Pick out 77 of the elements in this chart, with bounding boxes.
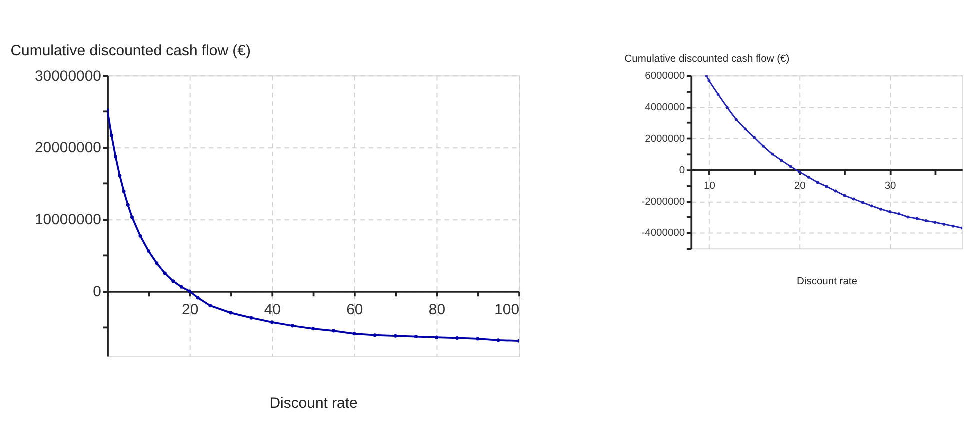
point — [435, 336, 439, 340]
point — [734, 118, 738, 122]
y-tick-label: -4000000 — [642, 228, 686, 240]
point — [373, 334, 377, 338]
point — [807, 176, 810, 179]
point — [934, 221, 937, 224]
point — [138, 234, 142, 238]
point — [880, 208, 882, 211]
point — [852, 198, 856, 201]
point — [163, 272, 167, 276]
point — [208, 304, 212, 308]
point — [229, 311, 233, 315]
x-axis-title: Discount rate — [797, 276, 858, 288]
point — [290, 324, 294, 328]
point — [861, 201, 864, 204]
y-tick-label: 6000000 — [645, 70, 686, 82]
y-tick-label: 30000000 — [34, 68, 102, 85]
point — [456, 336, 460, 340]
point — [114, 155, 118, 159]
y-tick-label: 4000000 — [645, 102, 686, 114]
y-tick-label: 0 — [93, 284, 102, 301]
point — [250, 316, 254, 320]
point — [906, 216, 910, 219]
point — [726, 106, 729, 110]
point — [352, 332, 356, 336]
point — [130, 216, 134, 220]
point — [476, 337, 480, 341]
y-axis-title: Cumulative discounted cash flow (€) — [624, 54, 790, 65]
x-tick-label: 60 — [346, 301, 364, 318]
point — [716, 93, 720, 96]
x-tick-label: 10 — [704, 181, 716, 192]
point — [180, 285, 184, 289]
point — [898, 212, 901, 216]
point — [843, 194, 846, 198]
x-tick-label: 100 — [494, 301, 520, 318]
x-axis-title: Discount rate — [270, 394, 358, 412]
y-tick-label: 10000000 — [34, 212, 102, 229]
point — [196, 296, 200, 300]
point — [744, 128, 747, 131]
point — [834, 190, 838, 193]
y-tick-label: 20000000 — [34, 140, 102, 157]
y-axis-title: Cumulative discounted cash flow (€) — [10, 42, 251, 60]
point — [122, 190, 126, 194]
point — [924, 220, 928, 222]
point — [332, 329, 336, 333]
point — [952, 224, 955, 228]
x-tick-label: 20 — [182, 301, 199, 318]
point — [270, 320, 274, 324]
y-tick-label: 2000000 — [645, 134, 686, 145]
point — [110, 134, 114, 138]
point — [118, 174, 122, 178]
point — [816, 181, 820, 184]
point — [870, 204, 874, 208]
point — [146, 249, 150, 253]
y-tick-label: 0 — [679, 165, 686, 176]
point — [942, 222, 946, 226]
point — [708, 80, 711, 82]
point — [126, 203, 130, 207]
line-series — [705, 76, 962, 230]
x-tick-label: 40 — [264, 301, 281, 318]
point — [789, 165, 792, 168]
point — [172, 280, 176, 284]
point — [916, 217, 919, 220]
point — [496, 338, 500, 342]
point — [414, 335, 418, 339]
x-tick-label: 20 — [794, 181, 806, 192]
x-tick-label: 80 — [428, 301, 446, 318]
point — [394, 334, 398, 338]
y-tick-label: -2000000 — [642, 196, 686, 208]
point — [312, 327, 316, 331]
point — [752, 136, 756, 140]
point — [155, 262, 159, 266]
point — [825, 185, 828, 188]
x-tick-label: 30 — [884, 181, 897, 192]
point — [188, 290, 192, 294]
point — [780, 159, 784, 162]
point — [771, 152, 774, 156]
